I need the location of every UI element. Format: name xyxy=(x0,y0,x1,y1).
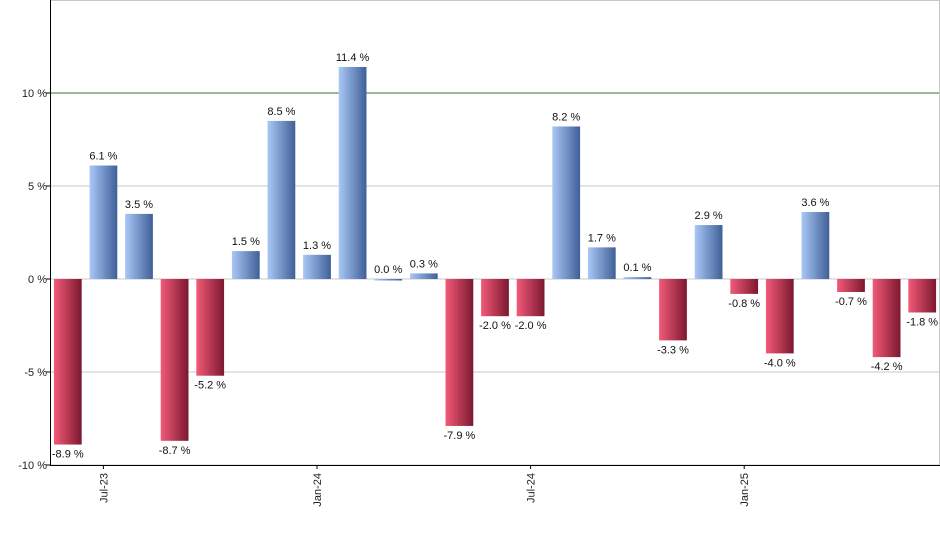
data-label-Jul-23: 6.1 % xyxy=(89,151,117,163)
data-label-Jun-25: -1.8 % xyxy=(906,316,938,328)
bar-Mar-24 xyxy=(374,279,403,281)
y-tick-label: 5 % xyxy=(28,181,47,193)
bar-Dec-24 xyxy=(694,225,723,279)
x-tick-label: Jul-23 xyxy=(98,473,110,503)
y-tick-label: -5 % xyxy=(24,367,47,379)
bar-Feb-25 xyxy=(765,279,794,354)
bar-Jun-23 xyxy=(53,279,82,445)
data-label-Dec-23: 8.5 % xyxy=(267,106,295,118)
bar-Sep-24 xyxy=(587,247,616,279)
bar-Aug-23 xyxy=(125,213,153,279)
data-label-Mar-25: 3.6 % xyxy=(801,197,829,209)
data-label-Sep-23: -8.7 % xyxy=(159,445,191,457)
data-labels: -8.9 % 6.1 % 3.5 % -8.7 % -5.2 % 1.5 % 8.5 % 1.… xyxy=(52,52,938,461)
bar-Jan-24 xyxy=(303,254,331,279)
bar-May-25 xyxy=(872,279,901,358)
data-label-Feb-24: 11.4 % xyxy=(336,52,370,64)
data-label-Oct-24: 0.1 % xyxy=(623,262,651,274)
data-label-Jun-23: -8.9 % xyxy=(52,449,84,461)
data-label-Nov-23: 1.5 % xyxy=(232,236,260,248)
bar-Jun-24 xyxy=(481,279,509,317)
data-label-Apr-25: -0.7 % xyxy=(835,296,867,308)
data-label-May-25: -4.2 % xyxy=(871,361,903,373)
y-tick-label: 10 % xyxy=(22,88,47,100)
bar-Jul-23 xyxy=(89,165,118,279)
bar-Oct-23 xyxy=(196,279,225,376)
data-label-Jul-24: -2.0 % xyxy=(515,320,547,332)
bar-May-24 xyxy=(445,279,474,426)
data-label-Aug-23: 3.5 % xyxy=(125,199,153,211)
data-label-Jun-24: -2.0 % xyxy=(479,320,511,332)
bar-Jan-25 xyxy=(730,279,759,294)
bar-Feb-24 xyxy=(338,66,367,280)
x-tick-label: Jul-24 xyxy=(526,473,538,503)
bar-Sep-23 xyxy=(160,279,189,441)
data-label-May-24: -7.9 % xyxy=(444,430,476,442)
data-label-Nov-24: -3.3 % xyxy=(657,344,689,356)
bars xyxy=(53,66,937,445)
data-label-Sep-24: 1.7 % xyxy=(588,232,616,244)
y-tick-label: 0 % xyxy=(28,274,47,286)
bar-Apr-25 xyxy=(837,279,865,293)
data-label-Oct-23: -5.2 % xyxy=(194,380,226,392)
bar-Apr-24 xyxy=(409,273,438,279)
bar-Oct-24 xyxy=(623,277,652,279)
bar-Jul-24 xyxy=(516,279,545,317)
data-label-Dec-24: 2.9 % xyxy=(695,210,723,222)
x-tick-label: Jan-24 xyxy=(312,473,324,507)
bar-Mar-25 xyxy=(801,212,830,279)
y-tick-label: -10 % xyxy=(18,460,47,472)
axes: -10 % -5 % 0 % 5 % 10 % Jul-23 Jan-24 Jul-24 Jan… xyxy=(18,0,940,507)
x-tick-label: Jan-25 xyxy=(739,473,751,507)
data-label-Mar-24: 0.0 % xyxy=(374,264,402,276)
data-label-Apr-24: 0.3 % xyxy=(410,258,438,270)
bar-Dec-23 xyxy=(267,120,296,280)
data-label-Jan-25: -0.8 % xyxy=(728,298,760,310)
data-label-Feb-25: -4.0 % xyxy=(764,357,796,369)
bar-Nov-23 xyxy=(231,251,260,279)
data-label-Jan-24: 1.3 % xyxy=(303,240,331,252)
bar-Aug-24 xyxy=(552,126,581,279)
bar-Nov-24 xyxy=(659,279,687,341)
bar-Jun-25 xyxy=(908,279,937,313)
data-label-Aug-24: 8.2 % xyxy=(552,111,580,123)
